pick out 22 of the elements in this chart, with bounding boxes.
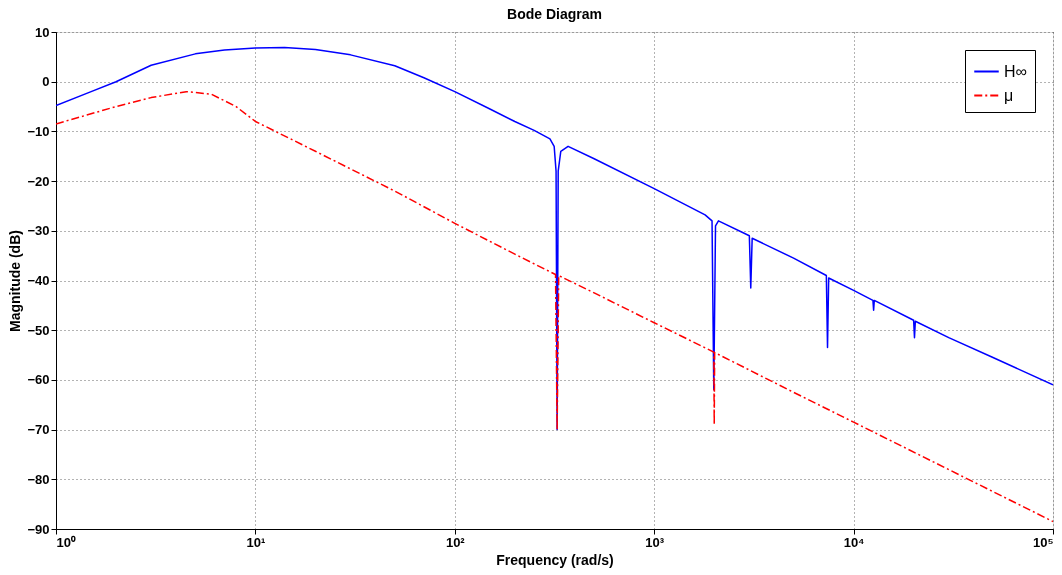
y-axis-title: Magnitude (dB) [7, 230, 24, 332]
y-tick-label: −50 [27, 322, 50, 338]
x-tick-label: 10⁰ [56, 534, 76, 550]
y-tick-label: −20 [27, 173, 50, 189]
legend-label: μ [1004, 86, 1014, 104]
y-tick-label: −80 [27, 471, 50, 487]
x-tick-label: 10¹ [246, 534, 266, 550]
y-tick-label: −40 [27, 273, 50, 288]
y-tick-label: −90 [27, 521, 50, 537]
x-tick-label: 10⁴ [843, 534, 865, 550]
y-tick-label: −70 [27, 422, 50, 438]
y-tick-label: −10 [27, 123, 50, 139]
x-tick-label: 10² [445, 534, 466, 550]
y-tick-label: −30 [27, 223, 50, 239]
chart-title: Bode Diagram [507, 6, 602, 22]
legend-label: H∞ [1004, 62, 1027, 80]
x-axis-title: Frequency (rad/s) [496, 551, 614, 568]
y-tick-label: −60 [27, 372, 50, 388]
x-tick-label: 10³ [645, 534, 665, 550]
y-tick-label: 0 [42, 74, 50, 90]
y-tick-label: 10 [35, 24, 50, 40]
x-tick-label: 10⁵ [1032, 534, 1054, 550]
